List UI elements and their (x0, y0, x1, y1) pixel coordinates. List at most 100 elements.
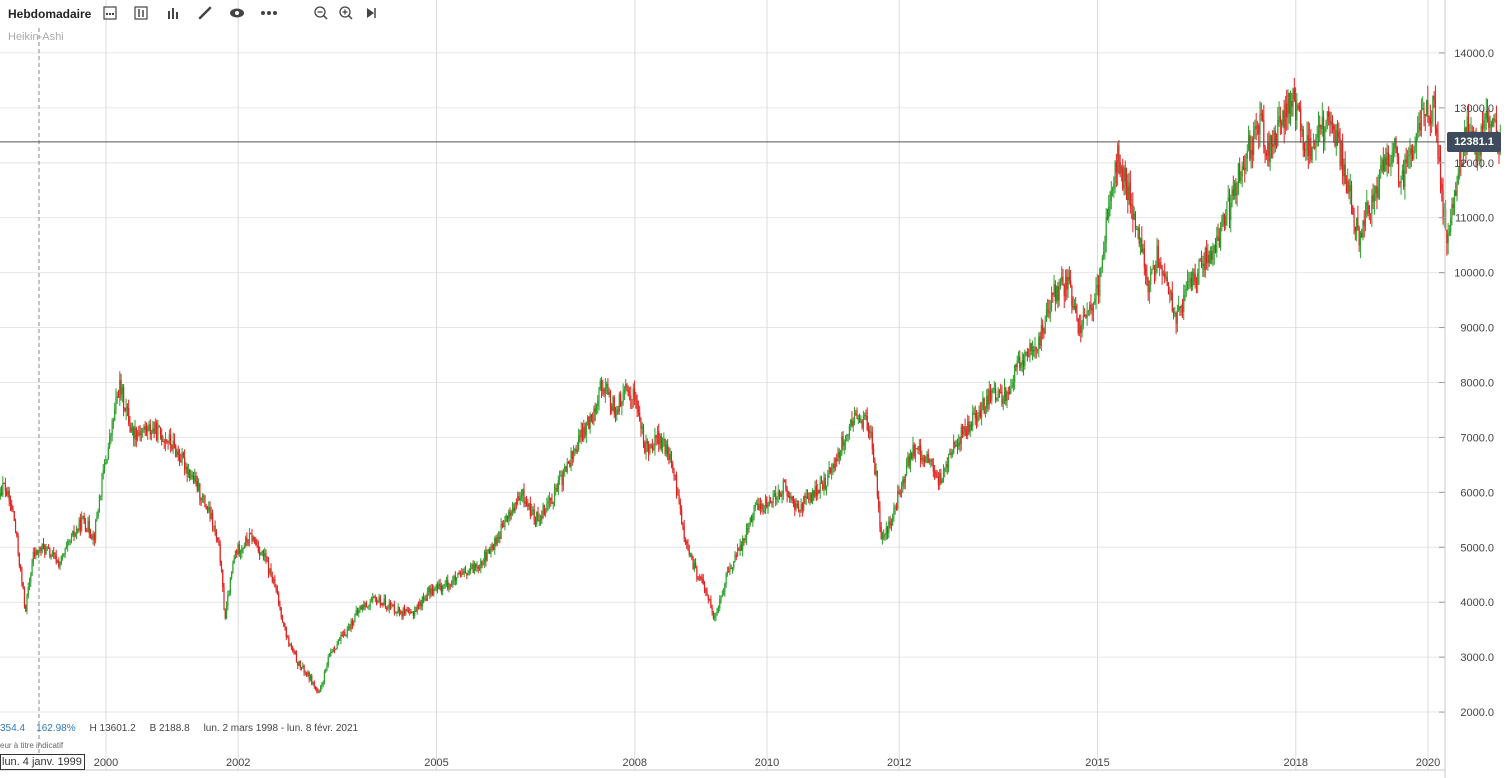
candle-body (311, 675, 313, 684)
candle-body (1194, 274, 1196, 282)
candle-body (721, 595, 723, 597)
candle-body (763, 510, 765, 512)
candle-body (266, 560, 268, 562)
candle-body (1308, 137, 1311, 157)
candle-body (346, 628, 348, 636)
candle-body (547, 501, 549, 505)
eye-icon[interactable] (227, 4, 247, 22)
candle-body (1389, 163, 1391, 166)
candle-body (1270, 135, 1273, 145)
layout-icon[interactable] (100, 4, 120, 22)
candle-body (890, 524, 892, 526)
candle-body (1213, 245, 1215, 253)
candle-body (166, 439, 168, 442)
play-icon[interactable] (361, 4, 381, 22)
candle-body (1029, 343, 1031, 357)
candle-body (403, 608, 406, 614)
candle-body (660, 435, 662, 449)
candle-body (170, 434, 172, 445)
candle-body (1197, 272, 1199, 285)
candle-body (757, 503, 759, 510)
candle-body (579, 435, 581, 438)
candle-type-icon[interactable] (131, 4, 151, 22)
candle-body (533, 509, 535, 521)
candle-body (858, 418, 861, 422)
candle-body (92, 533, 94, 539)
bar-chart-icon[interactable] (163, 4, 183, 22)
candle-body (424, 598, 426, 600)
candle-body (1136, 228, 1138, 230)
candle-body (614, 414, 617, 416)
candle-body (233, 556, 235, 564)
candle-body (378, 596, 380, 602)
candle-body (206, 509, 209, 512)
candle-body (398, 607, 401, 612)
candle-body (963, 426, 965, 435)
candle-body (1356, 217, 1358, 232)
candle-body (247, 542, 249, 544)
candle-body (525, 501, 528, 505)
candle-body (32, 551, 34, 564)
candle-body (406, 609, 408, 611)
candle-body (336, 644, 338, 650)
candle-body (865, 414, 867, 416)
candle-body (613, 397, 615, 415)
zoom-out-icon[interactable] (311, 4, 331, 22)
candle-body (625, 384, 627, 389)
candle-body (923, 459, 926, 463)
candle-body (1286, 103, 1288, 118)
candle-body (154, 422, 156, 434)
candle-body (1322, 117, 1325, 142)
candle-body (1451, 203, 1453, 218)
candle-body (149, 424, 151, 435)
candle-body (687, 543, 689, 551)
candle-body (1279, 116, 1281, 123)
candle-body (272, 579, 275, 582)
candle-body (73, 530, 75, 537)
candle-body (1040, 324, 1042, 346)
candle-body (851, 419, 853, 427)
candle-body (749, 518, 751, 524)
candle-body (280, 607, 282, 618)
candle-body (1330, 120, 1332, 125)
candle-body (286, 637, 289, 639)
interval-selector[interactable]: Hebdomadaire (8, 7, 92, 21)
x-tick-label: 2000 (94, 757, 118, 769)
candle-body (1425, 100, 1428, 116)
candle-body (417, 605, 420, 607)
candle-body (505, 515, 507, 521)
candle-body (519, 497, 521, 501)
candle-body (597, 400, 599, 407)
candle-body (522, 489, 524, 496)
candle-body (824, 477, 826, 489)
candle-body (1362, 220, 1364, 238)
candle-body (111, 420, 113, 436)
candle-body (645, 441, 647, 453)
candle-body (354, 615, 356, 622)
candle-body (351, 620, 354, 626)
candle-body (1408, 154, 1410, 156)
candle-body (1432, 95, 1434, 121)
candle-body (28, 581, 31, 588)
candle-body (222, 569, 224, 588)
candle-body (979, 410, 981, 418)
candle-body (89, 533, 92, 537)
more-icon[interactable] (259, 4, 279, 22)
candle-body (353, 621, 355, 626)
candle-body (459, 573, 462, 576)
candle-body (1139, 238, 1142, 244)
candle-body (845, 435, 847, 443)
zoom-in-icon[interactable] (336, 4, 356, 22)
candle-body (762, 503, 764, 511)
candle-body (820, 482, 823, 484)
candle-body (158, 426, 160, 428)
candle-body (298, 660, 300, 666)
candle-body (904, 474, 906, 483)
candle-body (45, 547, 47, 554)
candle-body (107, 447, 109, 460)
draw-icon[interactable] (195, 4, 215, 22)
candle-body (68, 541, 70, 543)
candle-body (199, 483, 201, 499)
candle-body (827, 474, 829, 486)
